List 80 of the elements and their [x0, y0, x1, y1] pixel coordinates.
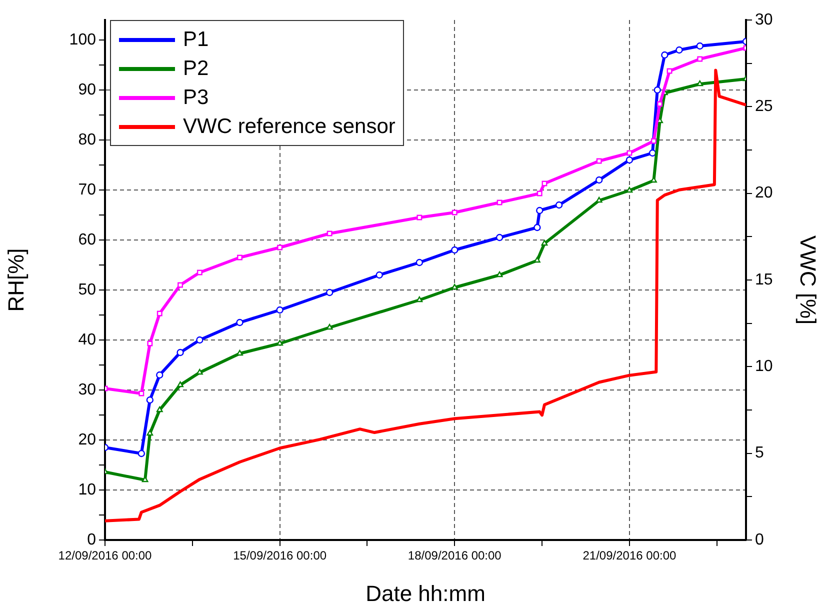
point — [626, 186, 633, 193]
point — [696, 42, 704, 50]
y-tick-label: 90 — [78, 81, 96, 98]
point — [276, 340, 284, 346]
point — [138, 390, 144, 396]
point — [536, 206, 544, 214]
point — [326, 288, 334, 296]
point — [146, 396, 154, 404]
point — [496, 234, 504, 242]
y-tick-label: 100 — [69, 31, 96, 48]
point — [596, 176, 603, 184]
y2-tick-label: 25 — [755, 98, 773, 116]
point — [376, 271, 383, 279]
point — [196, 368, 203, 375]
point — [626, 150, 632, 156]
y2-tick-label: 20 — [755, 184, 773, 202]
point — [696, 80, 704, 86]
y-axis-title: RH[%] — [3, 248, 28, 312]
y-tick-label: 50 — [78, 281, 96, 298]
y-tick-label: 30 — [78, 381, 96, 398]
point — [451, 246, 458, 254]
x-tick-label: 12/09/2016 00:00 — [58, 548, 152, 563]
point — [416, 214, 422, 220]
point — [156, 310, 162, 316]
y2-tick-label: 30 — [755, 11, 773, 28]
point — [534, 224, 541, 232]
y-tick-label: 20 — [78, 431, 96, 448]
point — [541, 240, 548, 246]
point — [326, 324, 333, 330]
point — [452, 210, 458, 216]
point — [416, 296, 423, 302]
point — [536, 190, 542, 196]
point — [676, 46, 683, 54]
legend-label: VWC reference sensor — [183, 114, 396, 140]
point — [146, 430, 154, 436]
point — [496, 271, 503, 278]
point — [657, 101, 663, 107]
x-tick-label: 15/09/2016 00:00 — [233, 548, 327, 563]
y-tick-label: 0 — [87, 531, 96, 548]
y-tick-label: 70 — [78, 181, 96, 198]
point — [147, 340, 153, 346]
x-axis-title: Date hh:mm — [366, 580, 486, 606]
point — [651, 138, 656, 144]
x-tick-label: 21/09/2016 00:00 — [582, 548, 676, 563]
y-tick-label: 80 — [78, 131, 96, 148]
x-tick-label: 18/09/2016 00:00 — [408, 548, 502, 563]
point — [697, 56, 703, 62]
point — [326, 230, 332, 236]
point — [156, 371, 164, 379]
point — [626, 156, 634, 164]
y2-tick-label: 0 — [755, 531, 764, 548]
point — [555, 201, 563, 209]
point — [196, 270, 202, 276]
y-tick-label: 40 — [78, 331, 96, 348]
point — [236, 318, 244, 326]
point — [596, 196, 602, 203]
point — [277, 244, 283, 250]
point — [178, 282, 183, 288]
point — [156, 406, 163, 412]
y-tick-label: 10 — [78, 481, 96, 498]
legend-label: P1 — [183, 27, 209, 53]
point — [176, 348, 184, 356]
legend-label: P2 — [183, 56, 209, 82]
point — [416, 258, 424, 266]
point — [661, 51, 668, 59]
y2-tick-label: 5 — [755, 444, 764, 462]
y2-tick-label: 10 — [755, 358, 773, 376]
legend-label: P3 — [183, 85, 209, 111]
y-tick-label: 60 — [78, 231, 96, 248]
point — [237, 254, 242, 260]
point — [648, 149, 656, 157]
point — [596, 158, 602, 164]
point — [276, 306, 284, 314]
point — [654, 86, 661, 94]
point — [177, 381, 184, 388]
point — [196, 336, 204, 344]
point — [496, 200, 502, 206]
y2-axis-title: VWC [%] — [796, 235, 821, 325]
point — [138, 450, 146, 458]
y2-tick-label: 15 — [755, 271, 773, 288]
